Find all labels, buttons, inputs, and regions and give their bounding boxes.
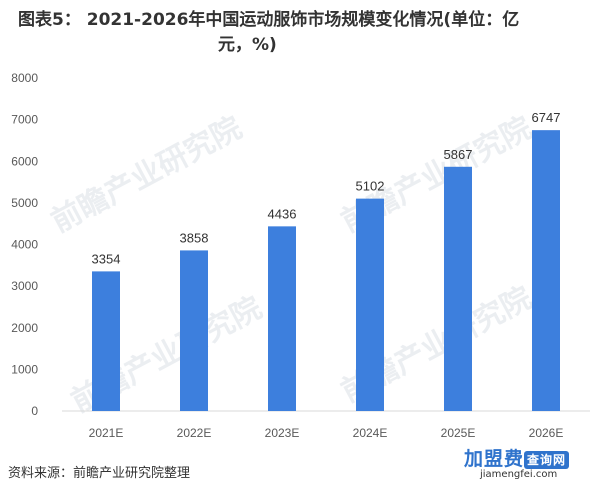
source-note: 资料来源：前瞻产业研究院整理 <box>8 466 191 481</box>
x-tick-label: 2024E <box>353 426 388 440</box>
data-label: 4436 <box>268 206 297 221</box>
chart-title-line2: 元，%) <box>218 35 277 55</box>
y-tick-label: 3000 <box>11 279 38 293</box>
y-tick-label: 0 <box>31 404 38 418</box>
data-label: 3858 <box>180 230 209 245</box>
logo-title: 加盟费 查询网 <box>464 444 570 471</box>
chart-title-line1: 图表5： 2021-2026年中国运动服饰市场规模变化情况(单位：亿 <box>18 10 520 30</box>
x-tick-label: 2021E <box>89 426 124 440</box>
y-tick-label: 1000 <box>11 362 38 376</box>
x-tick-label: 2025E <box>441 426 476 440</box>
bar <box>268 226 296 411</box>
logo-url: jiamengfei.com <box>480 469 558 480</box>
data-label: 6747 <box>532 110 561 125</box>
y-tick-label: 8000 <box>11 71 38 85</box>
x-tick-label: 2022E <box>177 426 212 440</box>
data-label: 3354 <box>92 251 121 266</box>
y-tick-label: 7000 <box>11 113 38 127</box>
y-tick-label: 6000 <box>11 154 38 168</box>
bar <box>532 130 560 411</box>
data-label: 5102 <box>356 179 385 194</box>
data-label: 5867 <box>444 147 473 162</box>
bar <box>444 166 472 411</box>
y-tick-label: 4000 <box>11 238 38 252</box>
bar <box>180 250 208 411</box>
y-tick-label: 5000 <box>11 196 38 210</box>
y-tick-label: 2000 <box>11 321 38 335</box>
x-tick-label: 2026E <box>529 426 564 440</box>
chart-title: 图表5： 2021-2026年中国运动服饰市场规模变化情况(单位：亿 元，%) <box>18 8 578 58</box>
bar <box>356 198 384 411</box>
x-tick-label: 2023E <box>265 426 300 440</box>
site-logo[interactable]: 加盟费 查询网 jiamengfei.com <box>462 444 580 484</box>
bar <box>92 271 120 411</box>
